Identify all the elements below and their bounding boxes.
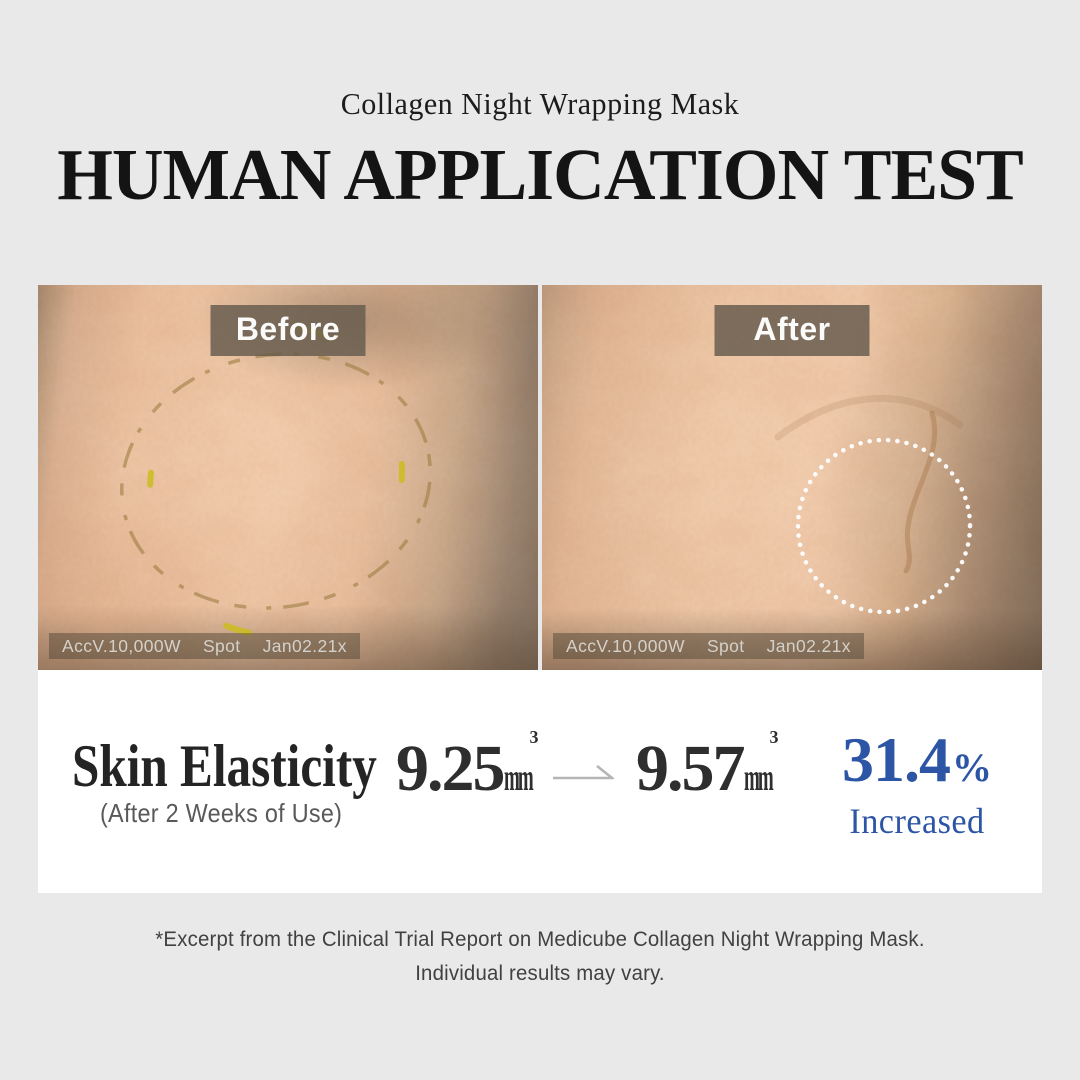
before-value-number: 9.25 [396, 732, 505, 805]
change-result: 31.4% Increased [817, 728, 1017, 842]
meta-magnification: Jan02.21x [262, 635, 347, 656]
arrow-right-icon [553, 764, 614, 780]
before-after-comparison: Before AccV.10,000W Spot Jan02.21x After… [38, 285, 1042, 670]
meta-acc-voltage: AccV.10,000W [62, 635, 181, 656]
results-panel: Skin Elasticity (After 2 Weeks of Use) 9… [38, 670, 1042, 893]
meta-magnification: Jan02.21x [766, 635, 851, 656]
meta-acc-voltage: AccV.10,000W [566, 635, 685, 656]
after-meta-bar: AccV.10,000W Spot Jan02.21x [553, 633, 864, 659]
dotted-focus-circle-graphic [774, 394, 973, 615]
footnote-line-1: *Excerpt from the Clinical Trial Report … [155, 928, 925, 951]
metric-title: Skin Elasticity [72, 733, 377, 799]
before-meta-bar: AccV.10,000W Spot Jan02.21x [49, 633, 360, 659]
after-value-number: 9.57 [636, 732, 745, 805]
unit-mm3: mm 3 [503, 727, 539, 799]
after-value: 9.57mm 3 [636, 727, 784, 802]
change-percent: 31.4% [842, 724, 992, 795]
before-value: 9.25mm 3 [396, 727, 544, 802]
meta-spot: Spot [202, 635, 241, 656]
metric-subtitle: (After 2 Weeks of Use) [100, 798, 343, 828]
footnote-line-2: Individual results may vary. [415, 962, 665, 985]
meta-spot: Spot [706, 635, 745, 656]
after-image-panel: After AccV.10,000W Spot Jan02.21x [542, 285, 1042, 670]
before-image-panel: Before AccV.10,000W Spot Jan02.21x [38, 285, 538, 670]
change-label: Increased [849, 801, 985, 841]
unit-mm3: mm 3 [743, 727, 779, 799]
after-badge: After [714, 305, 870, 356]
page-title: HUMAN APPLICATION TEST [57, 134, 1024, 215]
product-name-subtitle: Collagen Night Wrapping Mask [340, 86, 740, 121]
before-badge: Before [210, 305, 366, 356]
